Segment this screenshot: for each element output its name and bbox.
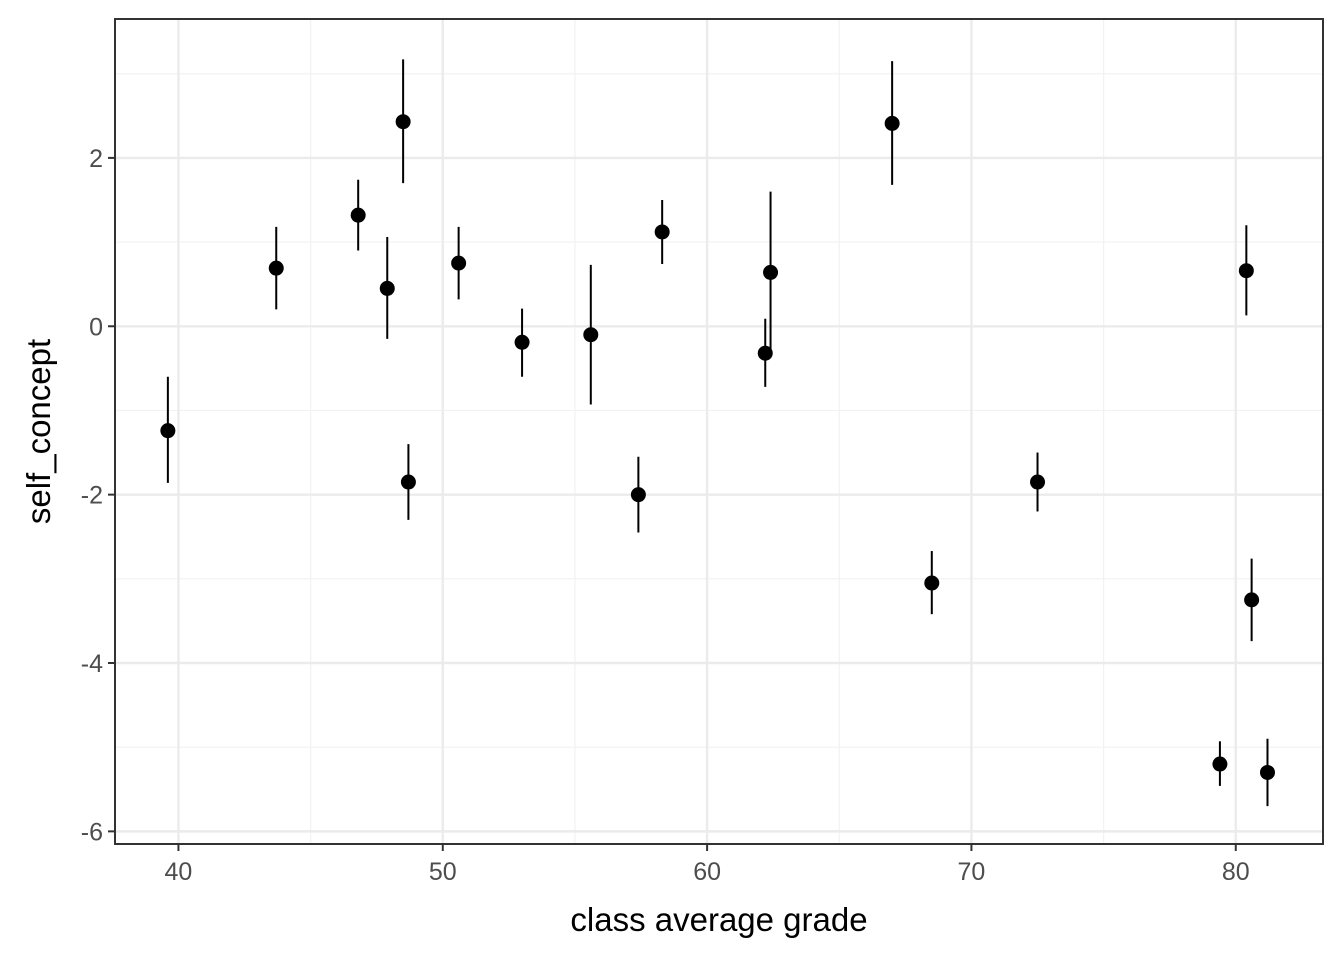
x-tick-label: 50 bbox=[429, 858, 457, 886]
y-axis-tick-labels: -6 -4 -2 0 2 bbox=[81, 145, 103, 846]
data-point bbox=[395, 114, 411, 130]
y-tick-label: -4 bbox=[81, 650, 103, 678]
data-point bbox=[884, 115, 900, 131]
y-tick-label: 0 bbox=[89, 313, 103, 341]
data-point bbox=[1030, 474, 1046, 490]
x-tick-label: 80 bbox=[1222, 858, 1250, 886]
data-point bbox=[1259, 764, 1275, 780]
data-point bbox=[763, 264, 779, 280]
data-point bbox=[400, 474, 416, 490]
data-point bbox=[583, 327, 599, 343]
x-tick-label: 70 bbox=[958, 858, 986, 886]
data-point bbox=[630, 487, 646, 503]
data-points bbox=[160, 114, 1275, 780]
data-point bbox=[379, 280, 395, 296]
grid-lines bbox=[115, 19, 1323, 844]
y-tick-label: -2 bbox=[81, 482, 103, 510]
data-point bbox=[350, 207, 366, 223]
data-point bbox=[757, 345, 773, 361]
y-tick-label: -6 bbox=[81, 818, 103, 846]
data-point bbox=[654, 224, 670, 240]
axis-ticks bbox=[108, 156, 1237, 851]
x-axis-tick-labels: 40 50 60 70 80 bbox=[165, 858, 1250, 886]
x-tick-label: 60 bbox=[693, 858, 721, 886]
y-axis-title: self_concept bbox=[20, 339, 57, 524]
data-point bbox=[924, 575, 940, 591]
data-point bbox=[514, 334, 530, 350]
data-point bbox=[160, 423, 176, 439]
data-point bbox=[1244, 592, 1260, 608]
data-point bbox=[1212, 756, 1228, 772]
panel-border bbox=[114, 18, 1324, 845]
data-point bbox=[1238, 263, 1254, 279]
x-tick-label: 40 bbox=[165, 858, 193, 886]
data-point bbox=[268, 260, 284, 276]
x-axis-title: class average grade bbox=[570, 901, 867, 938]
data-point bbox=[451, 255, 467, 271]
y-tick-label: 2 bbox=[89, 145, 103, 173]
